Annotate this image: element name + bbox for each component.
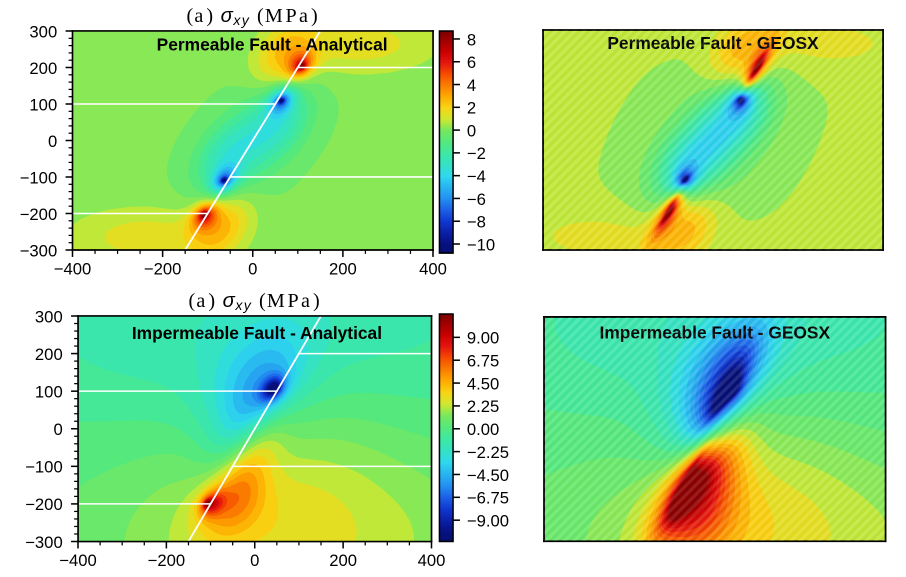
svg-text:−200: −200: [144, 259, 182, 278]
svg-text:4.50: 4.50: [467, 374, 499, 393]
svg-text:300: 300: [29, 22, 57, 41]
svg-text:−200: −200: [148, 551, 186, 570]
svg-text:0: 0: [250, 551, 259, 570]
svg-text:4: 4: [467, 76, 476, 95]
svg-text:−400: −400: [54, 259, 92, 278]
svg-text:400: 400: [419, 259, 447, 278]
svg-text:−100: −100: [20, 168, 58, 187]
svg-text:−9.00: −9.00: [467, 512, 509, 531]
svg-text:6: 6: [467, 53, 476, 72]
svg-text:400: 400: [418, 551, 446, 570]
svg-text:200: 200: [329, 259, 357, 278]
svg-text:−300: −300: [20, 241, 58, 260]
svg-text:−2.25: −2.25: [467, 443, 509, 462]
svg-text:100: 100: [29, 95, 57, 114]
svg-text:9.00: 9.00: [467, 329, 499, 348]
svg-text:−400: −400: [59, 551, 97, 570]
svg-text:0: 0: [53, 420, 62, 439]
svg-text:−100: −100: [25, 458, 63, 477]
svg-text:−300: −300: [25, 533, 63, 552]
svg-text:0: 0: [467, 121, 476, 140]
svg-text:6.75: 6.75: [467, 352, 499, 371]
svg-text:0.00: 0.00: [467, 420, 499, 439]
svg-text:−10: −10: [467, 235, 495, 254]
svg-text:0: 0: [48, 132, 57, 151]
svg-text:−6.75: −6.75: [467, 489, 509, 508]
svg-text:Impermeable Fault - Analytical: Impermeable Fault - Analytical: [132, 323, 382, 343]
svg-text:−6: −6: [467, 190, 486, 209]
svg-text:300: 300: [35, 307, 63, 326]
svg-text:8: 8: [467, 30, 476, 49]
svg-text:−4: −4: [467, 167, 486, 186]
svg-text:−200: −200: [20, 205, 58, 224]
svg-text:(a)(MPa)σxy: (a) (M Pa)σxy: [186, 5, 317, 28]
svg-text:−2: −2: [467, 144, 486, 163]
svg-text:Permeable Fault - Analytical: Permeable Fault - Analytical: [157, 34, 388, 54]
svg-text:200: 200: [329, 551, 357, 570]
svg-text:2.25: 2.25: [467, 397, 499, 416]
svg-text:2: 2: [467, 99, 476, 118]
svg-text:−8: −8: [467, 213, 486, 232]
svg-text:(a)(MPa)σxy: (a) (M Pa)σxy: [188, 290, 319, 313]
svg-text:0: 0: [248, 259, 257, 278]
svg-text:−200: −200: [25, 495, 63, 514]
svg-text:200: 200: [29, 59, 57, 78]
svg-text:100: 100: [35, 382, 63, 401]
svg-text:200: 200: [35, 345, 63, 364]
svg-text:−4.50: −4.50: [467, 466, 509, 485]
